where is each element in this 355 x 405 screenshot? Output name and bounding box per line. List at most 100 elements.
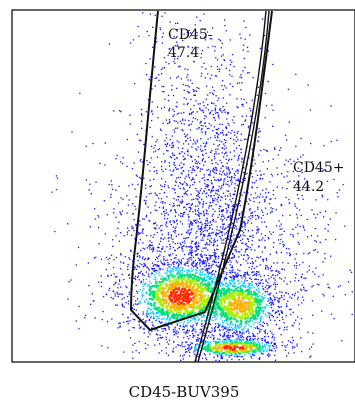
event-dot bbox=[159, 337, 161, 339]
event-dot bbox=[201, 298, 203, 301]
event-dot bbox=[259, 306, 262, 309]
event-dot bbox=[120, 261, 122, 263]
event-dot bbox=[264, 221, 266, 223]
event-dot bbox=[210, 180, 212, 182]
event-dot bbox=[211, 228, 213, 230]
event-dot bbox=[234, 346, 236, 349]
event-dot bbox=[162, 278, 164, 281]
event-dot bbox=[208, 123, 210, 125]
event-dot bbox=[251, 187, 253, 189]
event-dot bbox=[162, 122, 164, 124]
event-dot bbox=[211, 270, 213, 273]
event-dot bbox=[216, 316, 218, 318]
event-dot bbox=[195, 298, 198, 301]
event-dot bbox=[230, 310, 233, 313]
event-dot bbox=[192, 256, 195, 258]
event-dot bbox=[265, 315, 268, 317]
event-dot bbox=[138, 320, 140, 323]
event-dot bbox=[218, 359, 220, 362]
event-dot bbox=[295, 213, 298, 216]
event-dot bbox=[215, 300, 218, 303]
event-dot bbox=[296, 345, 298, 347]
event-dot bbox=[249, 282, 251, 284]
event-dot bbox=[242, 167, 245, 169]
event-dot bbox=[169, 274, 172, 277]
event-dot bbox=[246, 237, 249, 240]
event-dot bbox=[155, 269, 158, 271]
event-dot bbox=[229, 340, 231, 343]
event-dot bbox=[198, 311, 201, 313]
event-dot bbox=[244, 119, 247, 121]
event-dot bbox=[202, 288, 205, 291]
event-dot bbox=[196, 190, 198, 192]
event-dot bbox=[204, 289, 207, 292]
event-dot bbox=[255, 197, 257, 199]
event-dot bbox=[131, 307, 133, 309]
event-dot bbox=[196, 32, 198, 34]
event-dot bbox=[245, 320, 248, 323]
event-dot bbox=[194, 213, 197, 215]
event-dot bbox=[229, 339, 231, 341]
event-dot bbox=[209, 221, 212, 223]
event-dot bbox=[211, 347, 214, 350]
event-dot bbox=[204, 133, 207, 135]
event-dot bbox=[251, 354, 254, 356]
event-dot bbox=[231, 341, 234, 344]
event-dot bbox=[197, 156, 200, 158]
event-dot bbox=[265, 268, 267, 270]
event-dot bbox=[181, 271, 183, 274]
event-dot bbox=[171, 269, 173, 271]
event-dot bbox=[182, 346, 184, 348]
event-dot bbox=[243, 20, 245, 22]
event-dot bbox=[264, 92, 267, 95]
event-dot bbox=[153, 304, 156, 307]
event-dot bbox=[258, 291, 261, 293]
event-dot bbox=[220, 349, 223, 352]
event-dot bbox=[240, 280, 243, 283]
event-dot bbox=[158, 206, 161, 209]
event-dot bbox=[167, 185, 169, 187]
event-dot bbox=[161, 336, 164, 339]
event-dot bbox=[261, 279, 263, 281]
event-dot bbox=[188, 119, 190, 122]
event-dot bbox=[187, 230, 189, 232]
event-dot bbox=[127, 274, 130, 277]
event-dot bbox=[166, 283, 169, 286]
event-dot bbox=[257, 341, 259, 343]
event-dot bbox=[223, 352, 226, 355]
event-dot bbox=[229, 242, 232, 244]
event-dot bbox=[180, 212, 182, 215]
event-dot bbox=[186, 103, 188, 105]
event-dot bbox=[154, 276, 156, 278]
event-dot bbox=[263, 173, 265, 175]
event-dot bbox=[235, 353, 237, 355]
event-dot bbox=[288, 121, 290, 123]
event-dot bbox=[193, 139, 195, 141]
event-dot bbox=[205, 359, 208, 361]
event-dot bbox=[108, 183, 110, 186]
event-dot bbox=[258, 201, 260, 204]
event-dot bbox=[198, 344, 200, 347]
event-dot bbox=[256, 274, 258, 277]
event-dot bbox=[262, 237, 264, 239]
event-dot bbox=[220, 318, 222, 320]
event-dot bbox=[182, 170, 184, 172]
event-dot bbox=[198, 337, 200, 340]
event-dot bbox=[216, 233, 218, 235]
event-dot bbox=[243, 327, 245, 330]
event-dot bbox=[196, 343, 198, 345]
event-dot bbox=[179, 301, 182, 304]
event-dot bbox=[160, 188, 163, 191]
event-dot bbox=[134, 205, 136, 208]
event-dot bbox=[204, 282, 207, 285]
event-dot bbox=[211, 215, 213, 217]
event-dot bbox=[214, 198, 216, 200]
event-dot bbox=[195, 291, 198, 294]
event-dot bbox=[155, 201, 157, 203]
event-dot bbox=[283, 244, 286, 246]
event-dot bbox=[193, 61, 195, 63]
event-dot bbox=[252, 332, 254, 335]
event-dot bbox=[290, 233, 292, 236]
event-dot bbox=[195, 349, 197, 351]
event-dot bbox=[173, 277, 176, 280]
